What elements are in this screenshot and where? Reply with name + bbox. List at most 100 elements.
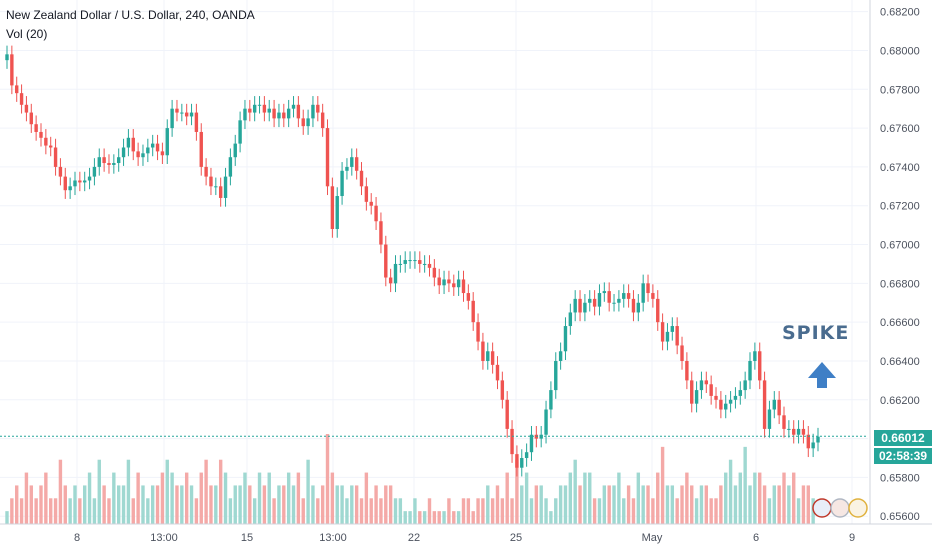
candle <box>209 167 213 196</box>
volume-bar <box>515 459 519 524</box>
candle-body <box>660 322 665 342</box>
candle-body <box>709 384 713 396</box>
volume-bar <box>58 459 63 524</box>
candle <box>286 99 291 128</box>
price-tick-label: 0.67000 <box>880 240 920 252</box>
candle <box>214 177 218 196</box>
candle <box>257 96 262 114</box>
candle-body <box>44 137 48 146</box>
candle-body <box>354 157 359 171</box>
candle-body <box>646 283 650 294</box>
volume-bar <box>180 485 184 524</box>
candle-body <box>738 390 742 396</box>
candle <box>248 99 252 122</box>
candle <box>194 103 199 141</box>
time-axis[interactable]: 8 13:00 15 13:00 22 25 May 6 9 <box>74 532 855 544</box>
volume-bar <box>325 434 330 524</box>
volume-bar <box>510 498 514 524</box>
candle-body <box>811 442 815 449</box>
price-tick-label: 0.65800 <box>880 472 920 484</box>
volume-bar <box>379 498 383 524</box>
candle-body <box>743 380 747 391</box>
candle-body <box>622 293 626 299</box>
candle <box>422 255 427 273</box>
candle <box>792 420 796 444</box>
candle <box>311 96 315 128</box>
candle <box>58 158 63 186</box>
volume-bar <box>602 485 607 524</box>
candle <box>369 193 373 215</box>
event-flags[interactable] <box>812 498 868 518</box>
candle-body <box>714 395 718 400</box>
candle-body <box>63 176 67 191</box>
volume-bar <box>408 511 412 524</box>
candle-body <box>291 104 296 109</box>
candle-body <box>83 180 87 183</box>
volume-bar <box>568 472 573 524</box>
candle <box>787 420 791 438</box>
candle-body <box>767 409 772 429</box>
time-tick-label: 13:00 <box>319 532 347 544</box>
volume-bar <box>369 498 373 524</box>
candle-body <box>131 137 135 152</box>
volume-bar <box>699 485 704 524</box>
candle-body <box>762 380 767 429</box>
candle <box>631 290 636 322</box>
flag-icon[interactable] <box>830 498 850 518</box>
volume-bars <box>5 434 815 524</box>
candle <box>486 342 490 370</box>
candle <box>184 103 189 126</box>
volume-bar <box>549 511 553 524</box>
candle-body <box>432 267 437 278</box>
candle <box>811 433 815 458</box>
candle-body <box>413 260 417 262</box>
candle <box>427 255 432 277</box>
candle <box>500 371 505 409</box>
volume-bar <box>724 472 728 524</box>
time-tick-label: 9 <box>849 532 855 544</box>
candle-body <box>777 399 781 416</box>
volume-bar <box>39 485 43 524</box>
candle <box>447 270 451 293</box>
candle-body <box>442 279 446 286</box>
volume-bar <box>223 472 228 524</box>
candle <box>767 400 772 438</box>
flag-icon[interactable] <box>848 498 868 518</box>
candle-body <box>427 263 432 268</box>
candle-body <box>384 244 388 278</box>
volume-bar <box>500 498 505 524</box>
candle-body <box>753 351 757 361</box>
candle-body <box>680 345 684 361</box>
candle-body <box>490 351 495 365</box>
volume-bar <box>209 485 213 524</box>
candle <box>112 154 116 174</box>
candle <box>471 292 475 331</box>
volume-bar <box>248 485 252 524</box>
candle-body <box>155 143 160 152</box>
volume-bar <box>486 485 490 524</box>
flag-icon[interactable] <box>812 498 832 518</box>
time-tick-label: 13:00 <box>150 532 178 544</box>
candle <box>665 323 670 351</box>
volume-bar <box>218 459 223 524</box>
time-tick-label: May <box>642 532 663 544</box>
volume-bar <box>733 485 738 524</box>
volume-bar <box>573 459 577 524</box>
candle-body <box>631 298 636 313</box>
candle <box>476 313 480 351</box>
candle-body <box>223 176 228 198</box>
volume-bar <box>680 485 684 524</box>
volume-bar <box>588 472 592 524</box>
candle-body <box>500 380 505 400</box>
volume-bar <box>238 485 242 524</box>
volume-bar <box>184 472 189 524</box>
candle <box>301 109 305 135</box>
candle-body <box>422 263 427 265</box>
candle <box>345 158 349 180</box>
volume-bar <box>767 498 772 524</box>
candle <box>49 136 53 157</box>
volume-bar <box>427 498 432 524</box>
candle-body <box>73 180 77 187</box>
price-tick-label: 0.66400 <box>880 356 920 368</box>
